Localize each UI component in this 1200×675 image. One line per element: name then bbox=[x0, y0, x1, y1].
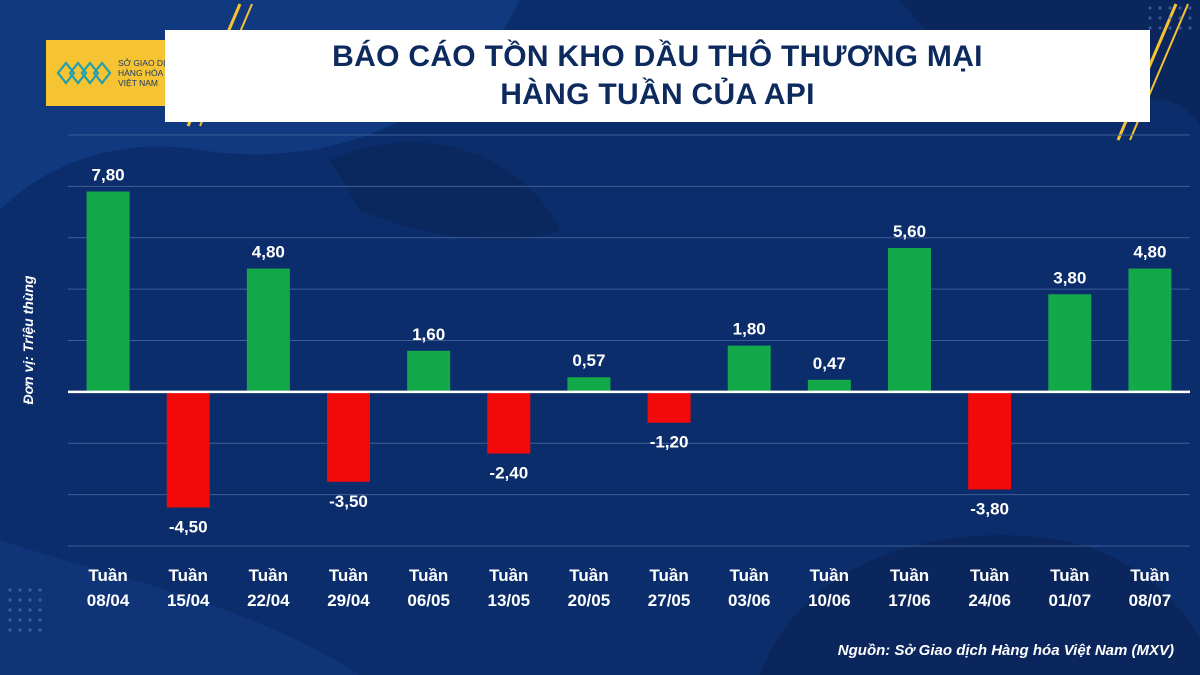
bar bbox=[166, 391, 210, 508]
bar bbox=[487, 391, 531, 454]
x-tick-label: 27/05 bbox=[648, 591, 691, 610]
x-tick-label: 22/04 bbox=[247, 591, 290, 610]
data-label: -1,20 bbox=[650, 433, 689, 452]
data-label: 4,80 bbox=[1133, 243, 1166, 262]
x-tick-label: 24/06 bbox=[968, 591, 1011, 610]
logo-line-2: HÀNG HÓA bbox=[118, 68, 164, 78]
x-tick-label: Tuần bbox=[730, 566, 769, 585]
bar bbox=[647, 391, 691, 423]
data-label: -3,50 bbox=[329, 492, 368, 511]
data-label: 0,47 bbox=[813, 354, 846, 373]
x-tick-label: Tuần bbox=[970, 566, 1009, 585]
x-tick-label: Tuần bbox=[409, 566, 448, 585]
bar bbox=[807, 379, 851, 392]
x-tick-label: 10/06 bbox=[808, 591, 851, 610]
bar bbox=[968, 391, 1012, 490]
chart-title-line-1: BÁO CÁO TỒN KHO DẦU THÔ THƯƠNG MẠI bbox=[332, 40, 983, 73]
x-tick-label: 03/06 bbox=[728, 591, 771, 610]
x-tick-label: Tuần bbox=[88, 566, 127, 585]
x-tick-label: 13/05 bbox=[488, 591, 531, 610]
x-tick-label: Tuần bbox=[569, 566, 608, 585]
x-tick-label: 06/05 bbox=[407, 591, 450, 610]
bar bbox=[888, 248, 931, 392]
x-tick-label: Tuần bbox=[169, 566, 208, 585]
bar bbox=[327, 391, 370, 482]
logo-line-1: SỞ GIAO DỊCH bbox=[118, 58, 178, 68]
bar bbox=[567, 377, 611, 392]
logo-line-3: VIỆT NAM bbox=[118, 78, 158, 88]
x-tick-label: Tuần bbox=[249, 566, 288, 585]
bar bbox=[407, 350, 451, 392]
bar bbox=[1128, 268, 1172, 392]
x-tick-label: 15/04 bbox=[167, 591, 210, 610]
data-label: 0,57 bbox=[572, 351, 605, 370]
bar bbox=[86, 191, 130, 392]
x-tick-label: Tuần bbox=[489, 566, 528, 585]
bar bbox=[246, 268, 290, 392]
data-label: 1,60 bbox=[412, 325, 445, 344]
data-label: 4,80 bbox=[252, 243, 285, 262]
bar bbox=[1048, 294, 1092, 392]
data-label: -3,80 bbox=[970, 499, 1009, 518]
logo-icon bbox=[56, 61, 112, 85]
bar bbox=[727, 345, 771, 392]
data-label: 7,80 bbox=[92, 166, 125, 185]
x-tick-label: 08/04 bbox=[87, 591, 130, 610]
x-tick-label: 08/07 bbox=[1129, 591, 1172, 610]
chart-title-line-2: HÀNG TUẦN CỦA API bbox=[500, 78, 815, 111]
x-tick-label: 29/04 bbox=[327, 591, 370, 610]
x-tick-label: Tuần bbox=[810, 566, 849, 585]
data-label: 3,80 bbox=[1053, 268, 1086, 287]
x-tick-label: Tuần bbox=[1050, 566, 1089, 585]
source-note: Nguồn: Sở Giao dịch Hàng hóa Việt Nam (M… bbox=[837, 642, 1174, 659]
x-tick-label: 20/05 bbox=[568, 591, 611, 610]
data-label: -4,50 bbox=[169, 517, 208, 536]
data-label: -2,40 bbox=[489, 464, 528, 483]
x-tick-label: Tuần bbox=[329, 566, 368, 585]
x-tick-label: Tuần bbox=[649, 566, 688, 585]
title-box: BÁO CÁO TỒN KHO DẦU THÔ THƯƠNG MẠI HÀNG … bbox=[165, 30, 1150, 122]
data-label: 5,60 bbox=[893, 222, 926, 241]
logo-text: SỞ GIAO DỊCH HÀNG HÓA VIỆT NAM bbox=[118, 58, 178, 88]
x-tick-label: Tuần bbox=[1130, 566, 1169, 585]
x-tick-label: 17/06 bbox=[888, 591, 931, 610]
data-label: 1,80 bbox=[733, 320, 766, 339]
x-tick-label: Tuần bbox=[890, 566, 929, 585]
x-tick-label: 01/07 bbox=[1049, 591, 1092, 610]
